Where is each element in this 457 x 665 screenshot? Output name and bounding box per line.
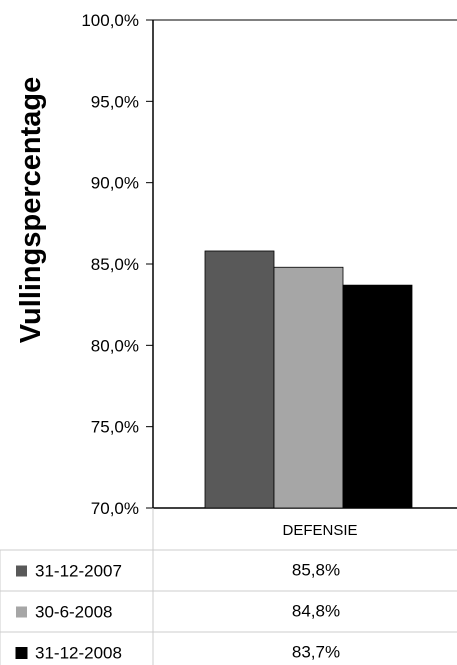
legend-swatch-30-6-2008 <box>16 606 27 618</box>
y-tick-label: 100,0% <box>81 11 139 30</box>
legend-label: 31-12-2008 <box>35 644 122 663</box>
y-tick-label: 70,0% <box>91 499 139 518</box>
data-value-label: 85,8% <box>292 561 340 580</box>
legend-label: 30-6-2008 <box>35 603 113 622</box>
data-table: DEFENSIE 31-12-2007 85,8% 30-6-2008 84,8% 31-… <box>0 508 457 665</box>
y-tick-label: 80,0% <box>91 336 139 355</box>
y-tick-label: 85,0% <box>91 255 139 274</box>
y-tick-label: 90,0% <box>91 174 139 193</box>
bar-31-12-2008 <box>342 284 413 509</box>
bar-31-12-2007 <box>204 250 275 509</box>
legend-swatch-31-12-2008 <box>15 647 28 659</box>
y-tick-label: 95,0% <box>91 92 139 111</box>
data-value-label: 84,8% <box>292 602 340 621</box>
bar-30-6-2008 <box>273 266 344 509</box>
y-axis: 70,0% 75,0% 80,0% 85,0% 90,0% 95,0% 100,0% <box>81 11 457 518</box>
y-tick-label: 75,0% <box>91 418 139 437</box>
category-label: DEFENSIE <box>282 522 357 539</box>
legend-swatch-31-12-2007 <box>16 565 27 577</box>
y-axis-title: Vullingspercentage <box>15 77 47 343</box>
data-value-label: 83,7% <box>292 643 340 662</box>
legend-label: 31-12-2007 <box>35 562 122 581</box>
bars <box>204 250 413 509</box>
